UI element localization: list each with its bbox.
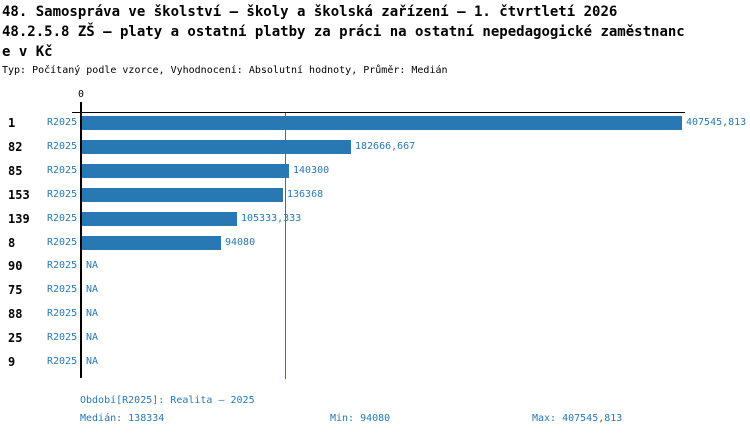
row-period-label: R2025	[47, 212, 78, 224]
report-title-line2: 48.2.5.8 ZŠ – platy a ostatní platby za …	[2, 24, 685, 40]
chart-row: 139 R2025 105333,333	[0, 207, 750, 231]
chart-row: 75 R2025 NA	[0, 278, 750, 302]
row-id-label: 82	[8, 139, 23, 154]
row-id-label: 153	[8, 187, 30, 202]
value-bar	[82, 235, 221, 250]
chart-row: 85 R2025 140300	[0, 159, 750, 183]
axis-zero-tick-label: 0	[77, 89, 85, 100]
median-line	[285, 113, 286, 379]
row-id-label: 85	[8, 163, 23, 178]
chart-row: 88 R2025 NA	[0, 302, 750, 326]
footer-max-stat: Max: 407545,813	[532, 413, 623, 424]
report-title-line3: e v Kč	[2, 44, 53, 60]
bar-value-label: 140300	[293, 164, 330, 176]
chart-row: 153 R2025 136368	[0, 183, 750, 207]
footer-median-stat: Medián: 138334	[80, 413, 165, 424]
row-id-label: 25	[8, 331, 23, 346]
row-period-label: R2025	[47, 356, 78, 367]
row-period-label: R2025	[47, 260, 78, 272]
axis-top-line	[72, 112, 685, 113]
row-period-label: R2025	[47, 188, 78, 200]
footer-period: Období[R2025]: Realita – 2025	[80, 395, 255, 406]
chart-row: 25 R2025 NA	[0, 326, 750, 350]
row-period-label: R2025	[47, 332, 78, 344]
chart-row: 9 R2025 NA	[0, 350, 750, 374]
chart-row: 8 R2025 94080	[0, 231, 750, 255]
row-period-label: R2025	[47, 308, 78, 320]
row-id-label: 90	[8, 259, 23, 274]
row-id-label: 9	[8, 355, 16, 369]
axis-vertical-line	[80, 102, 82, 378]
row-id-label: 139	[8, 211, 30, 226]
row-id-label: 88	[8, 307, 23, 322]
value-bar	[82, 187, 283, 202]
bar-value-label: NA	[86, 356, 99, 367]
row-period-label: R2025	[47, 140, 78, 152]
value-bar	[82, 163, 289, 178]
row-period-label: R2025	[47, 284, 78, 296]
row-period-label: R2025	[47, 117, 78, 128]
row-period-label: R2025	[47, 164, 78, 176]
bar-value-label: 136368	[287, 188, 324, 200]
footer-min-stat: Min: 94080	[330, 413, 391, 424]
row-id-label: 75	[8, 283, 23, 298]
bar-value-label: 105333,333	[241, 212, 302, 224]
bar-value-label: NA	[86, 260, 99, 272]
bar-value-label: NA	[86, 332, 99, 344]
row-id-label: 8	[8, 235, 16, 250]
chart-row: 90 R2025 NA	[0, 254, 750, 278]
report-title-line1: 48. Samospráva ve školství – školy a ško…	[2, 4, 618, 20]
report-meta-line: Typ: Počítaný podle vzorce, Vyhodnocení:…	[2, 65, 448, 76]
bar-value-label: 94080	[225, 236, 256, 248]
bar-value-label: NA	[86, 308, 99, 320]
value-bar	[82, 211, 237, 226]
bar-value-label: 407545,813	[686, 117, 747, 128]
bar-value-label: NA	[86, 284, 99, 296]
value-bar	[82, 116, 682, 130]
row-period-label: R2025	[47, 236, 78, 248]
value-bar	[82, 139, 351, 154]
chart-row: 1 R2025 407545,813	[0, 111, 750, 135]
bar-value-label: 182666,667	[355, 140, 416, 152]
row-id-label: 1	[8, 116, 16, 130]
chart-row: 82 R2025 182666,667	[0, 135, 750, 159]
